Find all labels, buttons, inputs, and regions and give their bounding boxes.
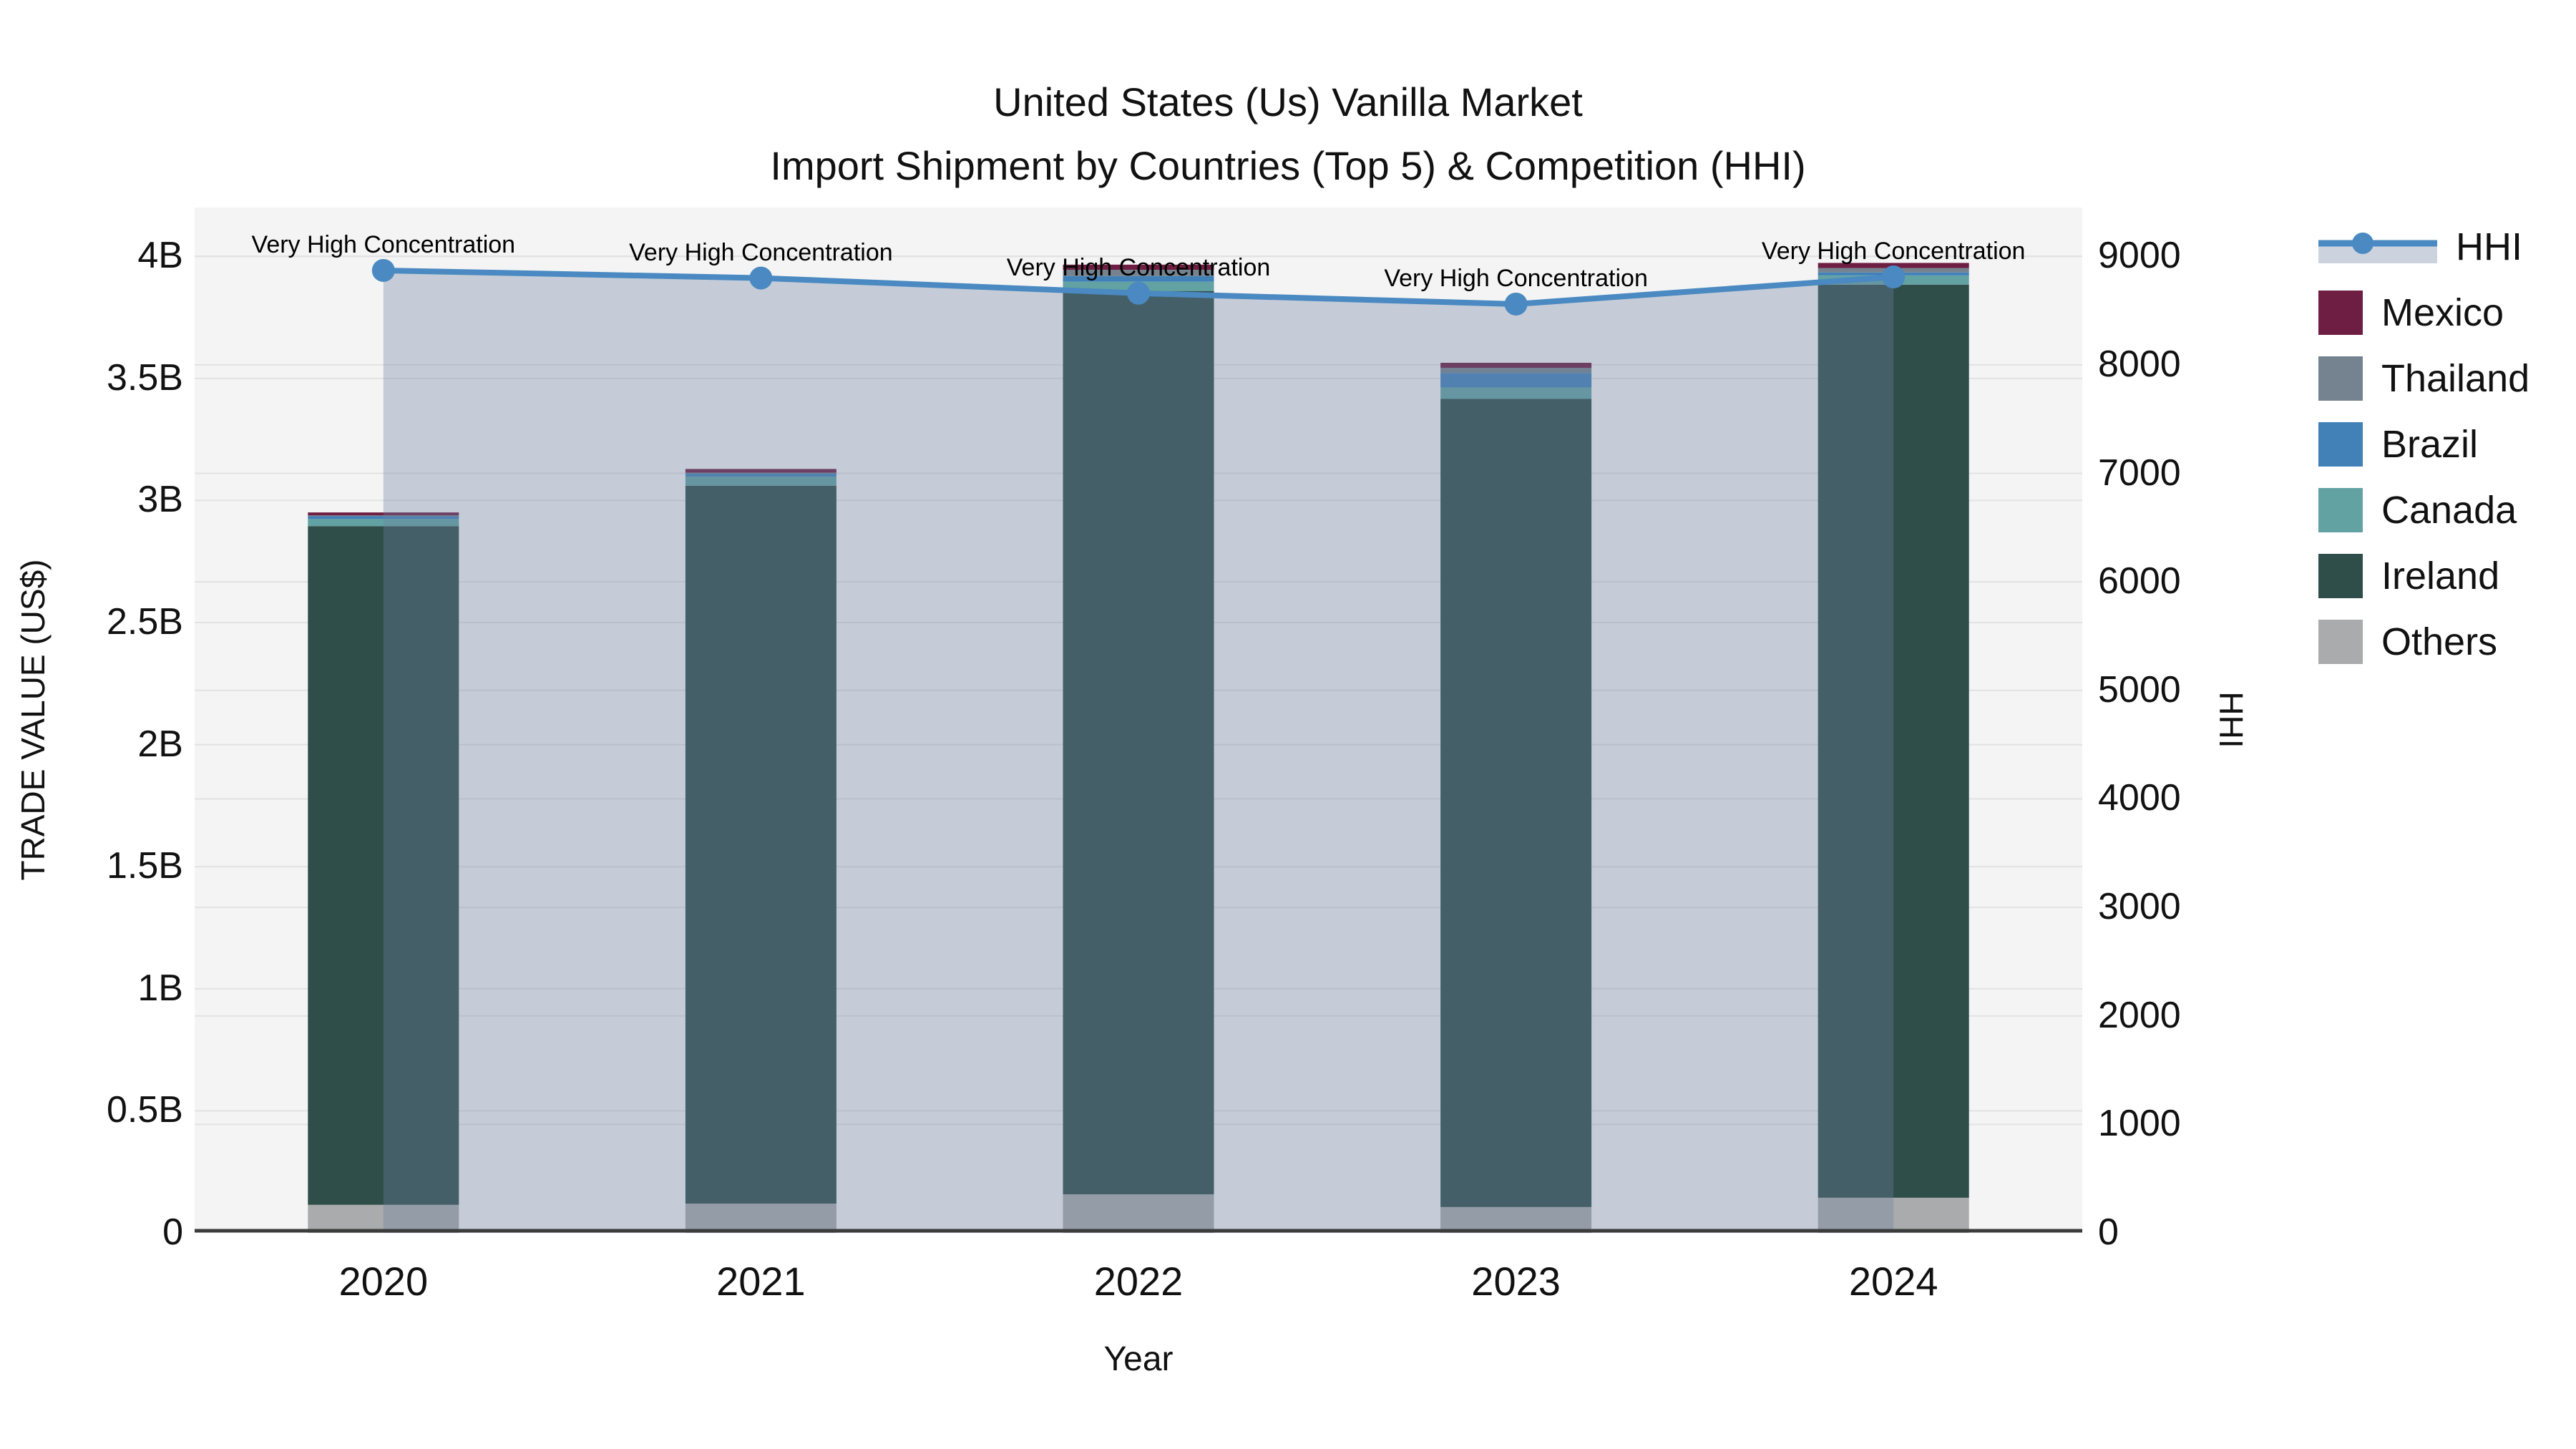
legend-item-ireland[interactable]: Ireland: [2318, 543, 2529, 609]
legend-label-canada: Canada: [2381, 489, 2517, 532]
annotation-2020: Very High Concentration: [251, 230, 516, 258]
legend-item-brazil[interactable]: Brazil: [2318, 411, 2529, 477]
legend-label-ireland: Ireland: [2381, 555, 2500, 597]
y-left-tick-3.5B: 3.5B: [107, 356, 183, 399]
x-axis-title: Year: [1103, 1340, 1174, 1378]
y-right-tick-9000: 9000: [2098, 235, 2181, 277]
y-right-tick-5000: 5000: [2098, 668, 2181, 711]
bar-segment-brazil-2020[interactable]: [308, 516, 459, 519]
bar-segment-brazil-2023[interactable]: [1440, 373, 1592, 388]
legend: HHI Mexico Thailand Brazil Canada Ireland Othe…: [2318, 214, 2529, 675]
bar-segment-thailand-2022[interactable]: [1063, 270, 1214, 276]
y-left-tick-labels: 0 0.5B 1B 1.5B 2B 2.5B 3B 3.5B 4B: [0, 208, 183, 1253]
y-left-tick-0: 0: [162, 1211, 183, 1253]
hhi-line-sample-icon: [2318, 233, 2437, 263]
bar-segment-ireland-2023[interactable]: [1440, 399, 1592, 1207]
hhi-marker-2020[interactable]: [371, 258, 395, 282]
plot-area: [195, 208, 2082, 1234]
y-right-tick-4000: 4000: [2098, 777, 2181, 819]
bar-segment-mexico-2022[interactable]: [1063, 264, 1214, 270]
y-left-axis-title: TRADE VALUE (US$): [14, 559, 52, 881]
chart-canvas: [195, 208, 2082, 1234]
bar-segment-brazil-2022[interactable]: [1063, 275, 1214, 282]
hhi-marker-2021[interactable]: [749, 266, 773, 290]
bar-segment-others-2022[interactable]: [1063, 1194, 1214, 1233]
bar-segment-mexico-2021[interactable]: [685, 469, 836, 473]
x-tick-2024: 2024: [1848, 1259, 1938, 1304]
legend-swatch-thailand-icon: [2318, 356, 2363, 401]
hhi-marker-2022[interactable]: [1127, 281, 1150, 305]
legend-swatch-others-icon: [2318, 620, 2363, 664]
legend-label-thailand: Thailand: [2381, 357, 2530, 400]
chart-title: United States (Us) Vanilla Market Import…: [0, 70, 2576, 197]
y-left-tick-0.5B: 0.5B: [107, 1089, 183, 1131]
bar-segment-brazil-2021[interactable]: [685, 473, 836, 477]
y-right-tick-7000: 7000: [2098, 452, 2181, 494]
legend-item-hhi[interactable]: HHI: [2318, 214, 2529, 280]
legend-item-mexico[interactable]: Mexico: [2318, 280, 2529, 346]
y-left-tick-1B: 1B: [137, 967, 183, 1009]
legend-swatch-canada-icon: [2318, 488, 2363, 532]
hhi-marker-2024[interactable]: [1882, 265, 1906, 289]
y-left-tick-2.5B: 2.5B: [107, 601, 183, 643]
bar-segment-others-2021[interactable]: [685, 1204, 836, 1233]
y-right-tick-3000: 3000: [2098, 886, 2181, 928]
legend-label-others: Others: [2381, 620, 2498, 663]
bar-segment-ireland-2020[interactable]: [308, 526, 459, 1205]
bar-segment-others-2020[interactable]: [308, 1204, 459, 1233]
chart-title-line1: United States (Us) Vanilla Market: [993, 79, 1583, 125]
y-right-axis-title: HHI: [2212, 691, 2250, 748]
x-tick-2023: 2023: [1471, 1259, 1561, 1304]
legend-label-brazil: Brazil: [2381, 423, 2479, 466]
y-left-tick-3B: 3B: [137, 479, 183, 521]
annotation-2024: Very High Concentration: [1761, 238, 2026, 265]
bar-segment-canada-2023[interactable]: [1440, 387, 1592, 399]
x-tick-2020: 2020: [338, 1259, 429, 1304]
y-left-tick-4B: 4B: [137, 235, 183, 277]
annotation-2021: Very High Concentration: [629, 238, 893, 266]
bar-segment-thailand-2023[interactable]: [1440, 368, 1592, 374]
hhi-marker-2023[interactable]: [1504, 292, 1528, 316]
bar-segment-mexico-2023[interactable]: [1440, 362, 1592, 369]
bar-segment-others-2023[interactable]: [1440, 1206, 1592, 1233]
y-left-tick-2B: 2B: [137, 723, 183, 765]
y-left-tick-1.5B: 1.5B: [107, 845, 183, 887]
legend-item-thailand[interactable]: Thailand: [2318, 346, 2529, 411]
x-tick-labels: 2020 2021 2022 2023 2024: [195, 1258, 2082, 1315]
hhi-area-fill: [383, 270, 1894, 1234]
legend-swatch-mexico-icon: [2318, 291, 2363, 335]
y-right-tick-labels: 0 1000 2000 3000 4000 5000 6000 7000 8000 9000: [2098, 208, 2313, 1253]
y-right-tick-8000: 8000: [2098, 343, 2181, 385]
legend-swatch-ireland-icon: [2318, 554, 2363, 598]
bar-segment-ireland-2021[interactable]: [685, 485, 836, 1204]
legend-label-mexico: Mexico: [2381, 291, 2504, 334]
bar-segment-canada-2020[interactable]: [308, 519, 459, 527]
bar-segment-thailand-2020[interactable]: [308, 515, 459, 517]
bar-segment-ireland-2022[interactable]: [1063, 291, 1214, 1195]
legend-label-hhi: HHI: [2456, 225, 2522, 268]
legend-item-others[interactable]: Others: [2318, 609, 2529, 675]
annotation-2022: Very High Concentration: [1006, 253, 1271, 281]
y-right-tick-1000: 1000: [2098, 1103, 2181, 1145]
bar-segment-ireland-2024[interactable]: [1818, 284, 1969, 1198]
bar-segment-mexico-2024[interactable]: [1818, 263, 1969, 268]
bar-segment-canada-2021[interactable]: [685, 476, 836, 486]
legend-item-canada[interactable]: Canada: [2318, 477, 2529, 543]
bar-segment-mexico-2020[interactable]: [308, 512, 459, 516]
x-tick-2021: 2021: [716, 1259, 806, 1304]
y-right-tick-6000: 6000: [2098, 560, 2181, 602]
legend-swatch-brazil-icon: [2318, 422, 2363, 467]
y-right-tick-0: 0: [2098, 1211, 2119, 1253]
y-right-tick-2000: 2000: [2098, 994, 2181, 1036]
chart-title-line2: Import Shipment by Countries (Top 5) & C…: [770, 143, 1806, 188]
annotation-2023: Very High Concentration: [1384, 264, 1648, 292]
bar-segment-thailand-2021[interactable]: [685, 472, 836, 474]
bar-segment-others-2024[interactable]: [1818, 1197, 1969, 1233]
x-tick-2022: 2022: [1093, 1259, 1184, 1304]
